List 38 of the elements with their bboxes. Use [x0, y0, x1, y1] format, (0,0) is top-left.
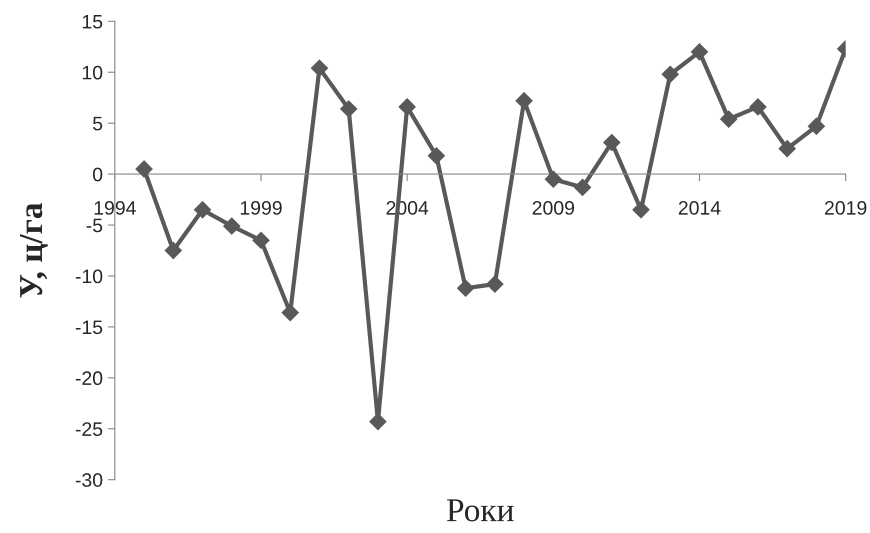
- y-tick-label: -25: [76, 422, 102, 436]
- point: [398, 98, 416, 116]
- y-tick-label: 15: [82, 14, 102, 29]
- point: [164, 242, 182, 260]
- y-tick-label: -20: [76, 371, 102, 386]
- point: [662, 66, 679, 83]
- point: [428, 147, 445, 164]
- point: [544, 170, 562, 188]
- point: [632, 201, 650, 218]
- point: [252, 232, 270, 249]
- point: [720, 110, 738, 128]
- point: [603, 134, 620, 152]
- point: [574, 178, 592, 196]
- point: [369, 413, 386, 430]
- y-tick-label: -15: [76, 320, 102, 334]
- point: [808, 118, 825, 135]
- x-axis-title: Роки: [447, 499, 514, 522]
- x-tick-label: 2019: [824, 201, 866, 215]
- x-tick-label: 2009: [532, 201, 574, 215]
- y-tick-label: 0: [92, 168, 102, 182]
- point: [457, 280, 474, 297]
- y-axis-title: У, ц/га: [20, 203, 48, 298]
- x-tick-label: 1999: [240, 201, 282, 215]
- y-tick-label: 10: [82, 66, 102, 80]
- point: [223, 218, 240, 235]
- point: [749, 98, 766, 116]
- y-tick-label: -30: [76, 473, 102, 487]
- point: [136, 160, 153, 178]
- x-tick-label: 2014: [678, 201, 721, 215]
- point: [690, 43, 708, 60]
- point: [486, 276, 504, 293]
- y-tick-label: -5: [86, 218, 102, 232]
- point: [194, 201, 212, 218]
- point: [310, 60, 328, 77]
- y-tick-label: 5: [93, 116, 102, 130]
- point: [340, 100, 358, 118]
- y-tick-label: -10: [76, 269, 102, 284]
- point: [778, 140, 796, 158]
